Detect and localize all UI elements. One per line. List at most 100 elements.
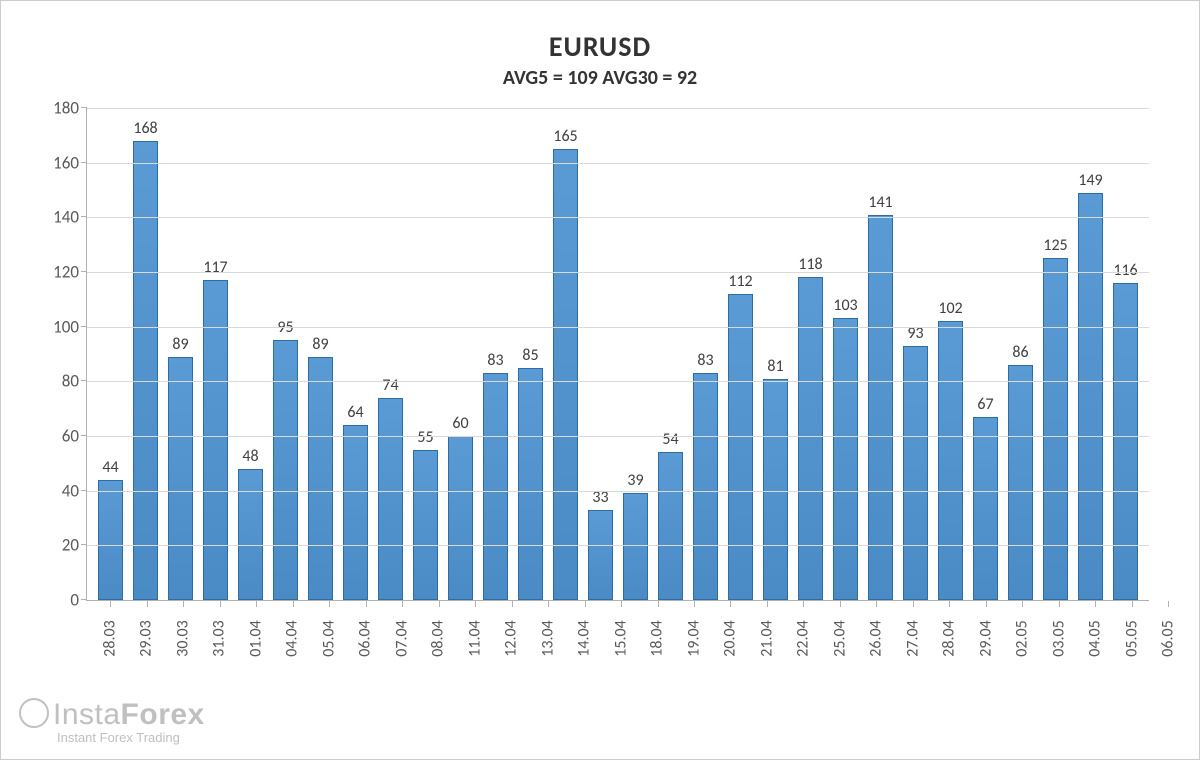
- x-tick-label: 06.05: [1159, 620, 1178, 656]
- y-tick-mark: [81, 216, 87, 217]
- x-label-slot: 05.05: [1114, 607, 1150, 648]
- bars-row: 4416889117489589647455608385165333954831…: [87, 108, 1149, 600]
- x-tick-mark: [658, 601, 659, 607]
- x-label-slot: 28.04: [931, 607, 967, 648]
- y-tick-label: 100: [53, 316, 79, 337]
- x-tick-mark: [475, 601, 476, 607]
- y-tick-label: 160: [53, 152, 79, 173]
- gridline: [87, 545, 1149, 546]
- bar: [518, 368, 543, 600]
- x-label-slot: 28.03: [92, 607, 128, 648]
- y-tick-label: 180: [53, 98, 79, 119]
- bar: [903, 346, 928, 600]
- x-tick-label: 03.05: [1049, 620, 1068, 656]
- x-tick-label: 06.04: [356, 620, 375, 656]
- bar-slot: 168: [128, 108, 163, 600]
- x-tick-mark: [1132, 601, 1133, 607]
- x-tick-mark: [512, 601, 513, 607]
- x-tick-mark: [402, 601, 403, 607]
- x-label-slot: 18.04: [639, 607, 675, 648]
- avg30-label: AVG30 =: [598, 66, 677, 90]
- bar-slot: 117: [198, 108, 233, 600]
- bar-slot: 44: [93, 108, 128, 600]
- bar-slot: 33: [583, 108, 618, 600]
- x-tick-mark: [439, 601, 440, 607]
- x-label-slot: 31.03: [201, 607, 237, 648]
- x-tick-label: 04.04: [283, 620, 302, 656]
- bar-value-label: 86: [1012, 343, 1028, 362]
- bar: [623, 493, 648, 600]
- bar-value-label: 83: [487, 351, 503, 370]
- gridline: [87, 163, 1149, 164]
- bar-value-label: 67: [977, 395, 993, 414]
- x-tick-label: 04.05: [1086, 620, 1105, 656]
- bar-value-label: 39: [627, 471, 643, 490]
- bar-value-label: 116: [1113, 261, 1137, 280]
- x-label-slot: 05.04: [311, 607, 347, 648]
- x-tick-label: 11.04: [466, 620, 485, 656]
- bar: [973, 417, 998, 600]
- bar-slot: 89: [163, 108, 198, 600]
- bar: [1043, 258, 1068, 600]
- x-tick-label: 14.04: [575, 620, 594, 656]
- x-tick-label: 25.04: [830, 620, 849, 656]
- bar: [413, 450, 438, 600]
- bar-value-label: 64: [347, 403, 363, 422]
- bar-slot: 102: [933, 108, 968, 600]
- x-axis-labels: 28.0329.0330.0331.0301.0404.0405.0406.04…: [86, 607, 1149, 648]
- y-tick-label: 0: [70, 590, 79, 611]
- chart-subtitle: AVG5 = 109 AVG30 = 92: [41, 66, 1159, 90]
- bar: [448, 436, 473, 600]
- x-label-slot: 01.04: [238, 607, 274, 648]
- x-label-slot: 07.04: [384, 607, 420, 648]
- x-tick-label: 12.04: [502, 620, 521, 656]
- x-tick-label: 31.03: [210, 620, 229, 656]
- x-tick-mark: [220, 601, 221, 607]
- x-label-slot: 11.04: [457, 607, 493, 648]
- gridline: [87, 491, 1149, 492]
- bar: [378, 398, 403, 600]
- gridline: [87, 436, 1149, 437]
- x-tick-mark: [621, 601, 622, 607]
- x-label-slot: 06.04: [347, 607, 383, 648]
- y-tick-mark: [81, 162, 87, 163]
- bar-value-label: 55: [417, 428, 433, 447]
- bar-slot: 89: [303, 108, 338, 600]
- x-tick-label: 13.04: [539, 620, 558, 656]
- x-tick-label: 30.03: [174, 620, 193, 656]
- x-tick-label: 01.04: [247, 620, 266, 656]
- bar-slot: 112: [723, 108, 758, 600]
- x-tick-label: 05.04: [320, 620, 339, 656]
- bar-value-label: 48: [242, 447, 258, 466]
- gridline: [87, 381, 1149, 382]
- chart-container: EURUSD AVG5 = 109 AVG30 = 92 44168891174…: [0, 0, 1200, 760]
- y-tick-mark: [81, 490, 87, 491]
- bar-slot: 64: [338, 108, 373, 600]
- bar-slot: 116: [1108, 108, 1143, 600]
- grid-region: 4416889117489589647455608385165333954831…: [86, 108, 1149, 601]
- x-tick-mark: [183, 601, 184, 607]
- x-tick-mark: [986, 601, 987, 607]
- gridline: [87, 272, 1149, 273]
- bar-value-label: 60: [452, 414, 468, 433]
- y-tick-mark: [81, 599, 87, 600]
- x-label-slot: 06.05: [1150, 607, 1186, 648]
- x-label-slot: 25.04: [822, 607, 858, 648]
- x-tick-mark: [329, 601, 330, 607]
- bar: [728, 294, 753, 600]
- x-tick-mark: [840, 601, 841, 607]
- watermark-globe-icon: [19, 698, 49, 728]
- bar: [98, 480, 123, 600]
- bar: [588, 510, 613, 600]
- bar-value-label: 125: [1043, 236, 1067, 255]
- bar: [693, 373, 718, 600]
- x-tick-label: 07.04: [393, 620, 412, 656]
- bar: [483, 373, 508, 600]
- y-tick-mark: [81, 326, 87, 327]
- bar-value-label: 112: [728, 272, 752, 291]
- bar-value-label: 85: [522, 346, 538, 365]
- x-label-slot: 29.04: [968, 607, 1004, 648]
- bar-value-label: 95: [277, 318, 293, 337]
- x-tick-mark: [1022, 601, 1023, 607]
- x-tick-mark: [256, 601, 257, 607]
